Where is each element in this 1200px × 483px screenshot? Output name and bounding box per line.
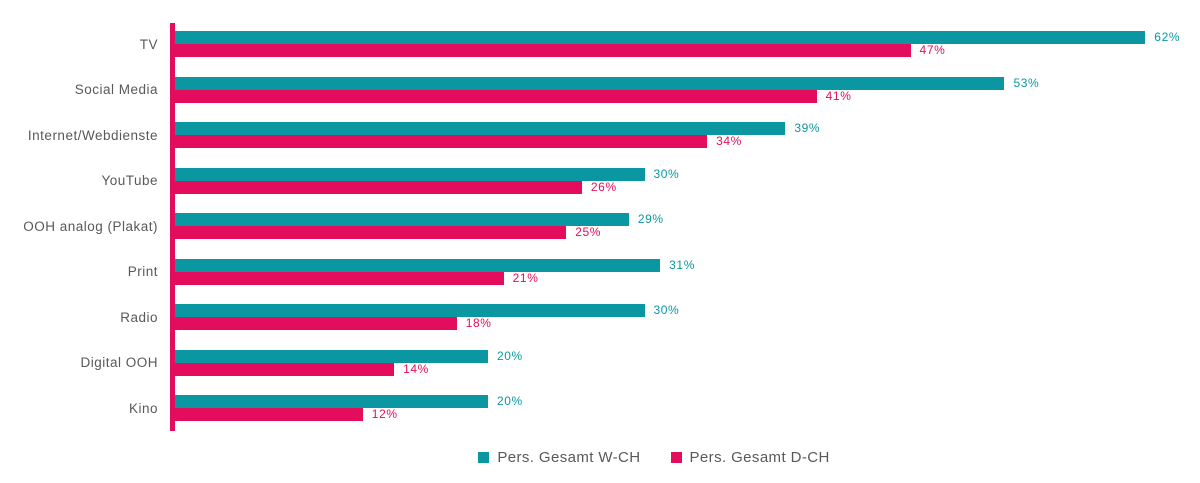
- bar-value-label: 20%: [497, 348, 523, 363]
- bar-value-label: 12%: [371, 407, 398, 421]
- bar-line: 53%: [175, 75, 1200, 90]
- category-label: OOH analog (Plakat): [23, 218, 158, 234]
- category-row: Digital OOH 20% 14%: [0, 348, 1200, 376]
- bar-value-label: 21%: [512, 270, 539, 285]
- category-row: Social Media 53% 41%: [0, 75, 1200, 103]
- bar-line: 14%: [175, 361, 1200, 376]
- bar-line: 18%: [175, 317, 1200, 330]
- bar-d-ch: [175, 226, 567, 239]
- bar-w-ch: [175, 167, 645, 181]
- bar-line: 30%: [175, 166, 1200, 181]
- bar-d-ch: [175, 271, 504, 285]
- bar-value-label: 14%: [403, 361, 429, 376]
- bar-value-label: 26%: [590, 179, 617, 194]
- bar-d-ch: [175, 135, 708, 148]
- category-label: Social Media: [74, 82, 158, 97]
- y-axis-line: [170, 23, 175, 431]
- bar-value-label: 30%: [653, 303, 680, 317]
- category-label: Internet/Webdienste: [27, 127, 158, 143]
- bar-line: 21%: [175, 270, 1200, 285]
- bar-d-ch: [175, 180, 582, 194]
- bar-w-ch: [175, 31, 1146, 44]
- bar-value-label: 30%: [653, 166, 680, 181]
- bar-line: 20%: [175, 348, 1200, 363]
- bar-value-label: 53%: [1013, 75, 1040, 90]
- bar-group: 39% 34%: [175, 122, 1200, 148]
- bar-group: 53% 41%: [175, 75, 1200, 103]
- chart-rows: TV 62% 47% Social Media 53% 41% Internet/Webdi…: [0, 31, 1200, 441]
- bar-w-ch: [175, 395, 488, 408]
- legend: Pers. Gesamt W-CH Pers. Gesamt D-CH: [108, 447, 1200, 467]
- bar-line: 39%: [175, 122, 1200, 135]
- bar-d-ch: [175, 408, 363, 421]
- legend-item-d-ch: Pers. Gesamt D-CH: [670, 448, 830, 466]
- category-row: Print 31% 21%: [0, 257, 1200, 285]
- bar-w-ch: [175, 122, 786, 135]
- legend-swatch-w-ch: [478, 451, 490, 463]
- bar-line: 12%: [175, 408, 1200, 421]
- bar-value-label: 29%: [637, 212, 664, 226]
- bar-line: 31%: [175, 257, 1200, 272]
- bar-group: 62% 47%: [175, 31, 1200, 57]
- legend-swatch-d-ch: [670, 451, 682, 463]
- bar-group: 20% 14%: [175, 348, 1200, 376]
- bar-group: 29% 25%: [175, 213, 1200, 239]
- bar-w-ch: [175, 76, 1005, 90]
- bar-line: 25%: [175, 226, 1200, 239]
- category-label: Kino: [128, 400, 158, 416]
- bar-line: 26%: [175, 179, 1200, 194]
- bar-w-ch: [175, 349, 488, 363]
- bar-group: 31% 21%: [175, 257, 1200, 285]
- legend-item-w-ch: Pers. Gesamt W-CH: [478, 449, 640, 466]
- category-row: OOH analog (Plakat) 29% 25%: [0, 213, 1200, 239]
- category-row: Kino 20% 12%: [0, 395, 1200, 421]
- bar-line: 30%: [175, 304, 1200, 317]
- bar-w-ch: [175, 304, 645, 317]
- bar-w-ch: [175, 258, 661, 272]
- bar-line: 29%: [175, 213, 1200, 226]
- category-row: TV 62% 47%: [0, 31, 1200, 57]
- bar-line: 47%: [175, 44, 1200, 57]
- bar-d-ch: [175, 317, 457, 330]
- bar-value-label: 39%: [794, 121, 821, 135]
- bar-value-label: 25%: [575, 225, 602, 239]
- legend-label-d-ch: Pers. Gesamt D-CH: [689, 448, 830, 466]
- bar-d-ch: [175, 89, 817, 103]
- category-label: Radio: [120, 309, 158, 325]
- bar-group: 20% 12%: [175, 395, 1200, 421]
- bar-value-label: 41%: [825, 88, 852, 103]
- bar-value-label: 20%: [497, 394, 523, 408]
- category-row: YouTube 30% 26%: [0, 166, 1200, 194]
- legend-label-w-ch: Pers. Gesamt W-CH: [497, 448, 641, 466]
- category-row: Radio 30% 18%: [0, 304, 1200, 330]
- bar-w-ch: [175, 213, 629, 226]
- category-label: TV: [139, 36, 158, 52]
- bar-value-label: 31%: [669, 257, 695, 272]
- bar-line: 34%: [175, 135, 1200, 148]
- bar-group: 30% 26%: [175, 166, 1200, 194]
- bar-value-label: 34%: [716, 134, 742, 148]
- category-label: YouTube: [101, 173, 158, 188]
- bar-d-ch: [175, 362, 395, 376]
- category-row: Internet/Webdienste 39% 34%: [0, 122, 1200, 148]
- bar-value-label: 62%: [1154, 30, 1181, 44]
- bar-group: 30% 18%: [175, 304, 1200, 330]
- bar-value-label: 47%: [919, 43, 946, 57]
- bar-line: 41%: [175, 88, 1200, 103]
- category-label: Print: [127, 264, 158, 279]
- bar-d-ch: [175, 44, 911, 57]
- bar-line: 62%: [175, 31, 1200, 44]
- category-label: Digital OOH: [80, 355, 158, 370]
- bar-line: 20%: [175, 395, 1200, 408]
- bar-value-label: 18%: [465, 316, 492, 330]
